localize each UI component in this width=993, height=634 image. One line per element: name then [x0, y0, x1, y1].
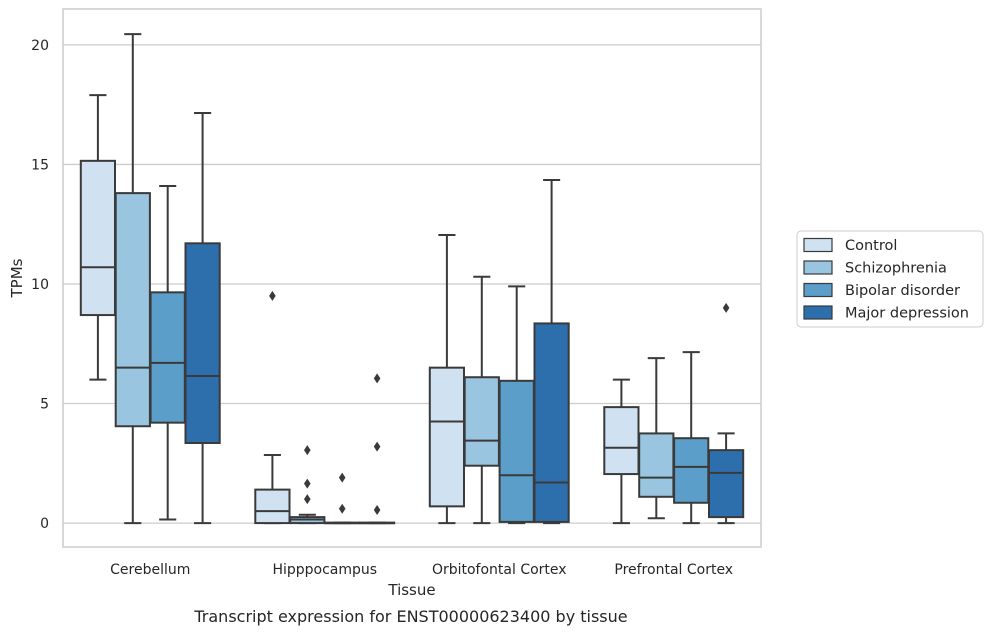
box-iqr [149, 291, 186, 424]
outlier-point [269, 290, 276, 301]
box-iqr [428, 366, 466, 508]
y-tick-labels: 0 5 10 15 20 [31, 38, 49, 532]
y-tick-label: 15 [31, 157, 49, 173]
legend-label: Schizophrenia [845, 261, 947, 277]
box-control [603, 378, 640, 525]
y-tick-label: 5 [40, 397, 49, 413]
box-control [79, 94, 117, 381]
box-bipolar-disorder [498, 285, 535, 525]
x-axis-title: Tissue [387, 581, 435, 599]
outlier-point [304, 478, 311, 489]
outlier-point [304, 445, 311, 456]
x-tick-label: Cerebellum [110, 562, 190, 578]
box-schizophrenia [114, 33, 151, 525]
box-schizophrenia [289, 445, 326, 525]
box-major-depression [533, 178, 570, 525]
chart-caption: Transcript expression for ENST0000062340… [193, 607, 627, 626]
y-tick-label: 10 [31, 277, 49, 293]
outlier-point [338, 503, 346, 514]
box-iqr [707, 449, 745, 519]
legend-swatch [803, 237, 833, 253]
boxes [79, 33, 745, 525]
box-iqr [79, 159, 117, 317]
box-iqr [498, 379, 535, 523]
y-tick-label: 0 [40, 516, 49, 532]
plot-frame [62, 8, 762, 548]
outlier-point [338, 472, 346, 483]
box-iqr [184, 242, 221, 444]
box-schizophrenia [638, 357, 675, 520]
legend-label: Bipolar disorder [845, 283, 960, 299]
box-major-depression [184, 112, 221, 525]
box-iqr [603, 406, 640, 476]
box-iqr [254, 488, 291, 525]
outlier-point [373, 504, 381, 515]
outlier-point [373, 441, 381, 452]
y-axis-title: TPMs [8, 258, 26, 298]
legend-label: Major depression [845, 306, 969, 322]
y-tick-label: 20 [31, 38, 49, 54]
x-tick-label: Orbitofontal Cortex [432, 562, 567, 578]
x-tick-labels: Cerebellum Hipppocampus Orbitofontal Corte… [110, 562, 733, 578]
legend-swatch [803, 282, 833, 298]
box-iqr [638, 432, 675, 498]
outlier-point [304, 494, 311, 505]
box-iqr [673, 437, 710, 504]
legend: Control Schizophrenia Bipolar disorder Majo… [796, 230, 984, 328]
outlier-point [373, 373, 381, 384]
legend-swatch [803, 305, 833, 320]
legend-label: Control [845, 238, 897, 254]
box-iqr [114, 192, 151, 428]
legend-frame [796, 230, 984, 328]
box-major-depression [707, 302, 745, 525]
x-tick-label: Prefrontal Cortex [614, 562, 733, 578]
legend-swatch [803, 260, 833, 275]
box-control [254, 290, 291, 525]
x-tick-label: Hipppocampus [272, 562, 377, 578]
box-iqr [463, 376, 500, 467]
box-major-depression [358, 373, 396, 525]
gridlines [63, 44, 761, 524]
box-schizophrenia [463, 275, 500, 525]
box-iqr [533, 322, 570, 523]
box-bipolar-disorder [149, 184, 186, 521]
outlier-point [722, 302, 730, 313]
